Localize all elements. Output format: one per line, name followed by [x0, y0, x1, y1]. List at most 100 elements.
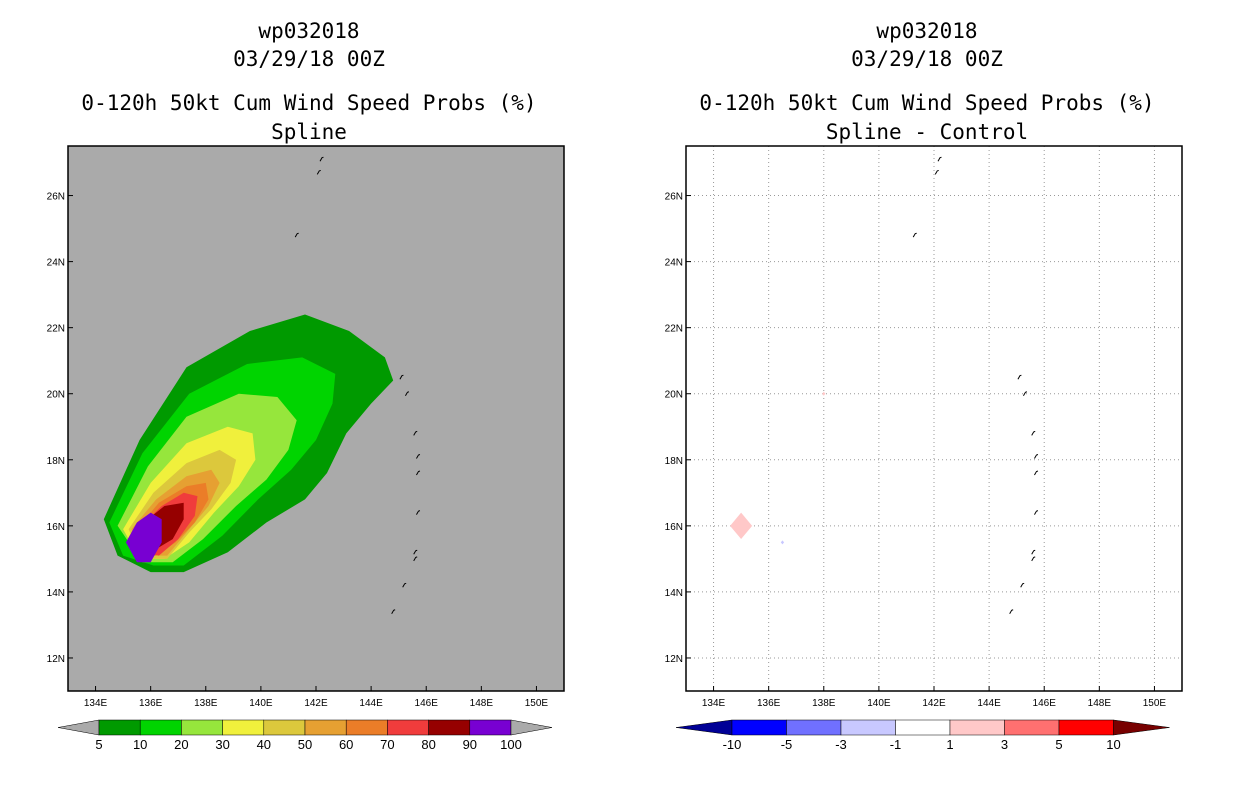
left-island: [413, 556, 418, 562]
right-colorbar-under: [675, 719, 733, 736]
left-xtick-label: 138E: [194, 698, 218, 709]
right-colorbar-label: -5: [781, 737, 793, 752]
right-colorbar-swatch: [1004, 719, 1060, 736]
right-island: [1022, 391, 1028, 396]
left-island: [404, 391, 410, 396]
right-island: [934, 169, 939, 175]
right-island: [1031, 556, 1036, 562]
left-colorbar-swatch: [387, 719, 429, 736]
right-xtick-label: 142E: [922, 698, 946, 709]
left-xtick-label: 136E: [139, 698, 163, 709]
right-island: [912, 232, 917, 238]
left-title-line-1: wp032018: [258, 19, 359, 43]
right-colorbar-swatch: [1058, 719, 1114, 736]
left-island: [391, 609, 396, 614]
left-title-line-2: 03/29/18 00Z: [233, 47, 385, 71]
left-colorbar-swatch: [428, 719, 471, 736]
left-colorbar-label: 90: [463, 737, 477, 752]
left-colorbar-label: 70: [380, 737, 394, 752]
left-xtick-label: 140E: [249, 698, 273, 709]
left-island: [413, 549, 418, 555]
left-island: [294, 232, 299, 238]
right-colorbar-swatch: [731, 719, 787, 736]
right-colorbar: -10 -5 -3 -1 1 3 5 10: [675, 719, 1170, 752]
right-ytick-label: 18N: [665, 456, 683, 467]
left-colorbar-label: 80: [421, 737, 435, 752]
left-colorbar-label: 10: [133, 737, 147, 752]
right-island: [1034, 454, 1039, 459]
left-map-panel: 134E 136E 138E 140E 142E 144E 146E 148E 150E 12N 1…: [47, 145, 565, 709]
left-island: [319, 156, 324, 162]
right-diff-feature: [730, 512, 753, 540]
right-colorbar-label: -1: [890, 737, 902, 752]
right-colorbar-label: 5: [1055, 737, 1062, 752]
right-map-panel: 134E 136E 138E 140E 142E 144E 146E 148E 150E 12N 1…: [665, 145, 1183, 709]
left-colorbar-swatch: [98, 719, 141, 736]
left-colorbar-swatch: [263, 719, 306, 736]
left-xtick-label: 134E: [84, 698, 108, 709]
left-colorbar-label: 60: [339, 737, 353, 752]
left-ytick-label: 24N: [47, 258, 65, 269]
right-xtick-label: 146E: [1033, 698, 1057, 709]
left-island: [416, 510, 421, 515]
left-colorbar-swatch: [181, 719, 223, 736]
right-xtick-label: 148E: [1088, 698, 1112, 709]
left-colorbar-swatch: [222, 719, 265, 736]
left-island: [416, 470, 421, 476]
left-island: [316, 169, 321, 175]
left-colorbar-swatch: [304, 719, 347, 736]
right-colorbar-label: 3: [1001, 737, 1008, 752]
right-island: [1034, 470, 1039, 476]
right-colorbar-swatch: [840, 719, 896, 736]
right-xtick-label: 144E: [977, 698, 1001, 709]
right-ytick-label: 22N: [665, 324, 683, 335]
right-ytick-label: 24N: [665, 258, 683, 269]
right-colorbar-label: 1: [946, 737, 953, 752]
right-island: [1020, 582, 1025, 588]
right-title-line-1: wp032018: [876, 19, 977, 43]
right-colorbar-label: 10: [1106, 737, 1120, 752]
right-xtick-label: 136E: [757, 698, 781, 709]
left-xtick-label: 148E: [470, 698, 494, 709]
right-ytick-label: 20N: [665, 390, 683, 401]
left-ytick-label: 22N: [47, 324, 65, 335]
left-ytick-label: 16N: [47, 522, 65, 533]
left-island: [402, 582, 407, 588]
left-colorbar-swatch: [345, 719, 388, 736]
right-title-line-4: Spline - Control: [826, 120, 1028, 144]
left-title-line-3: 0-120h 50kt Cum Wind Speed Probs (%): [81, 91, 536, 115]
left-title-line-4: Spline: [271, 120, 347, 144]
right-ytick-label: 14N: [665, 588, 683, 599]
right-colorbar-swatch: [949, 719, 1005, 736]
left-colorbar-under: [57, 719, 100, 736]
left-ytick-label: 18N: [47, 456, 65, 467]
right-title-line-3: 0-120h 50kt Cum Wind Speed Probs (%): [699, 91, 1154, 115]
left-island: [399, 374, 404, 380]
right-ytick-label: 16N: [665, 522, 683, 533]
left-xtick-label: 142E: [304, 698, 328, 709]
right-island: [937, 156, 942, 162]
left-ytick-label: 26N: [47, 192, 65, 203]
left-xtick-label: 146E: [415, 698, 439, 709]
right-xtick-label: 134E: [702, 698, 726, 709]
right-xtick-label: 140E: [867, 698, 891, 709]
right-colorbar-label: -10: [723, 737, 742, 752]
right-title-line-2: 03/29/18 00Z: [851, 47, 1003, 71]
left-island: [416, 454, 421, 459]
left-ytick-label: 14N: [47, 588, 65, 599]
left-colorbar: 5 10 20 30 40 50 60 70 80 90 100: [57, 719, 553, 752]
right-colorbar-over: [1113, 719, 1170, 736]
right-ytick-label: 12N: [665, 654, 683, 665]
right-island: [1017, 374, 1022, 380]
right-island: [1009, 609, 1014, 614]
right-island: [1034, 510, 1039, 515]
right-xtick-label: 150E: [1143, 698, 1167, 709]
left-ytick-label: 20N: [47, 390, 65, 401]
left-colorbar-label: 20: [174, 737, 188, 752]
left-xtick-label: 144E: [359, 698, 383, 709]
left-colorbar-swatch: [469, 719, 512, 736]
right-xtick-label: 138E: [812, 698, 836, 709]
left-contour-90-100: [125, 512, 162, 563]
left-xtick-label: 150E: [525, 698, 549, 709]
left-island: [413, 430, 418, 436]
